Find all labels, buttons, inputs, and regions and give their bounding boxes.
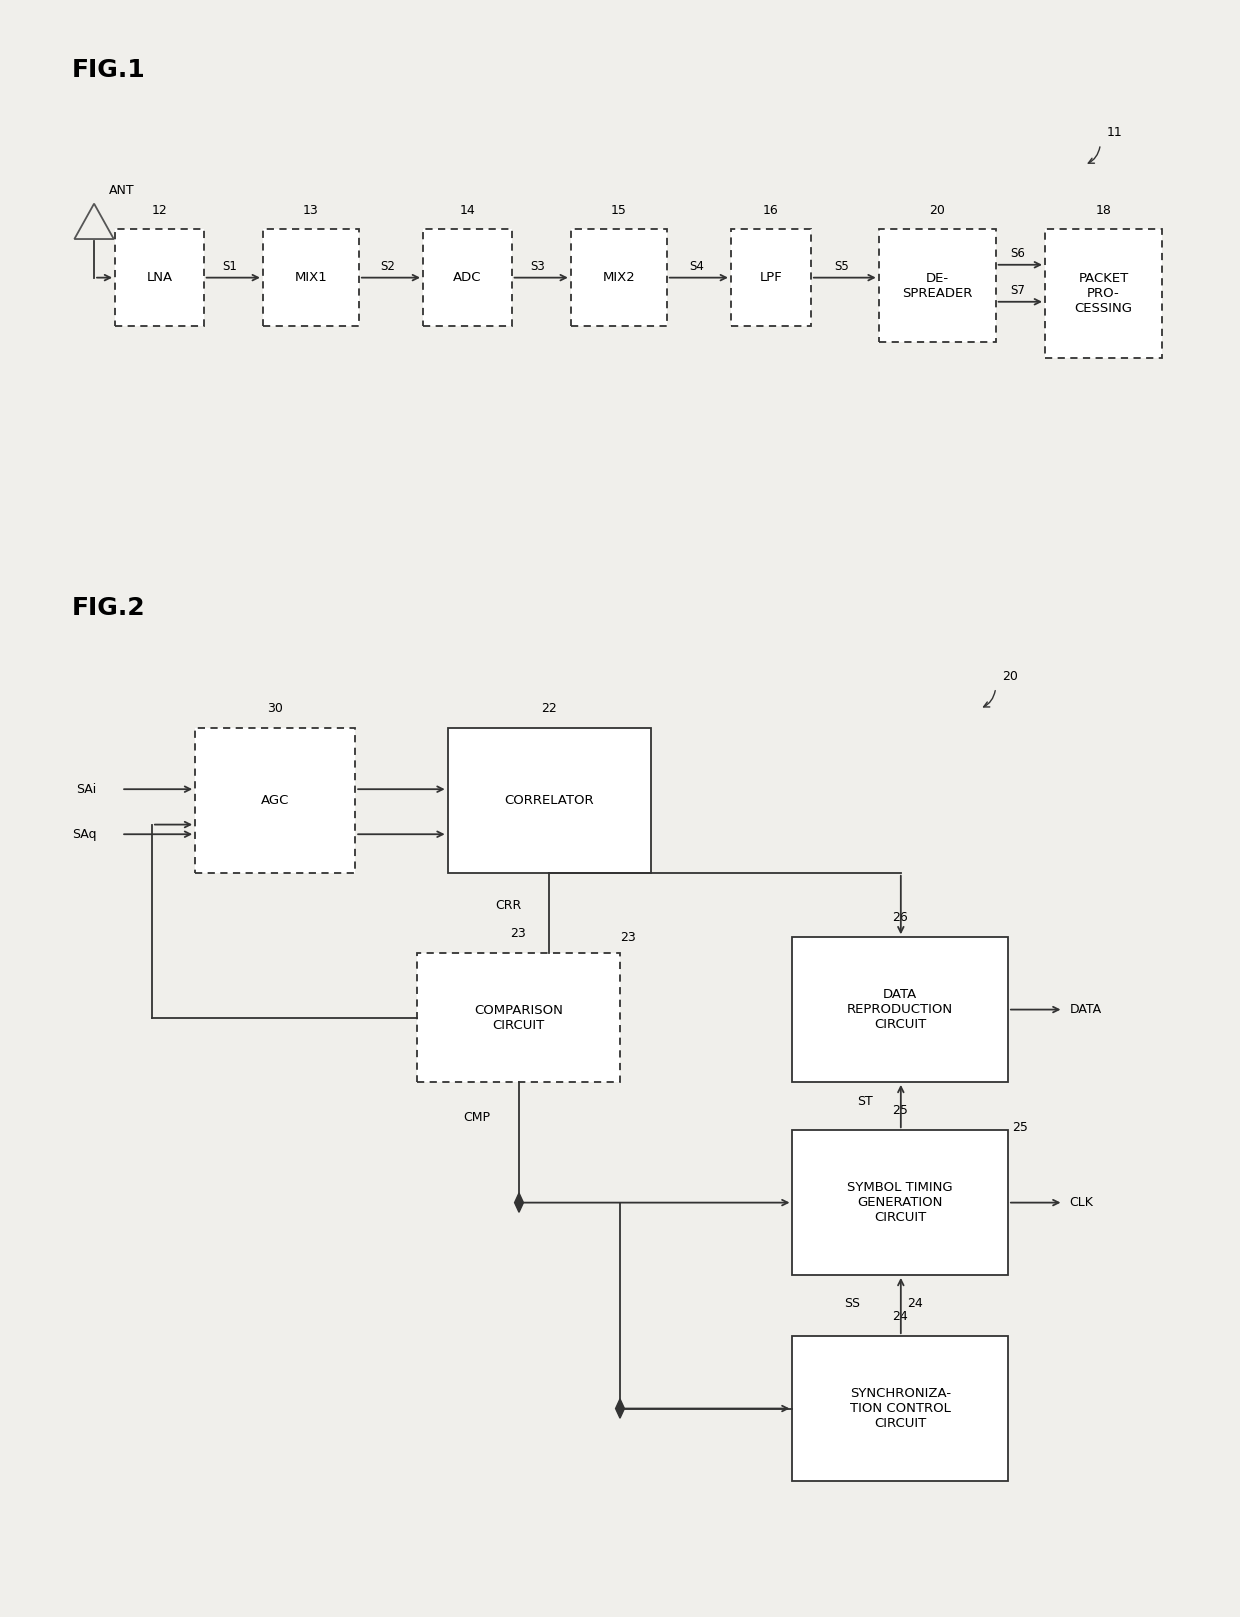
Text: CLK: CLK bbox=[1070, 1197, 1094, 1210]
Text: AGC: AGC bbox=[260, 794, 289, 807]
FancyBboxPatch shape bbox=[792, 1336, 1008, 1481]
Text: S2: S2 bbox=[379, 260, 394, 273]
Text: CRR: CRR bbox=[495, 899, 522, 912]
Text: CMP: CMP bbox=[464, 1111, 491, 1124]
Text: MIX2: MIX2 bbox=[603, 272, 635, 285]
Text: S3: S3 bbox=[531, 260, 544, 273]
Text: 11: 11 bbox=[1106, 126, 1122, 139]
FancyBboxPatch shape bbox=[448, 728, 651, 873]
Text: SAq: SAq bbox=[72, 828, 97, 841]
FancyBboxPatch shape bbox=[195, 728, 355, 873]
Text: SYNCHRONIZA-
TION CONTROL
CIRCUIT: SYNCHRONIZA- TION CONTROL CIRCUIT bbox=[849, 1387, 951, 1429]
Text: FIG.1: FIG.1 bbox=[72, 58, 145, 81]
FancyBboxPatch shape bbox=[730, 230, 811, 327]
Text: 16: 16 bbox=[763, 204, 779, 217]
Text: S5: S5 bbox=[835, 260, 849, 273]
Text: 14: 14 bbox=[459, 204, 475, 217]
Text: 23: 23 bbox=[620, 931, 636, 944]
Text: SS: SS bbox=[844, 1297, 861, 1310]
Text: SYMBOL TIMING
GENERATION
CIRCUIT: SYMBOL TIMING GENERATION CIRCUIT bbox=[847, 1180, 954, 1224]
Polygon shape bbox=[515, 1193, 523, 1213]
Text: 15: 15 bbox=[611, 204, 626, 217]
Text: LNA: LNA bbox=[146, 272, 172, 285]
FancyBboxPatch shape bbox=[792, 938, 1008, 1082]
Text: PACKET
PRO-
CESSING: PACKET PRO- CESSING bbox=[1074, 272, 1132, 315]
Text: 24: 24 bbox=[906, 1297, 923, 1310]
Text: S4: S4 bbox=[689, 260, 704, 273]
Text: DE-
SPREADER: DE- SPREADER bbox=[901, 272, 972, 299]
Text: ANT: ANT bbox=[109, 184, 134, 197]
Text: DATA
REPRODUCTION
CIRCUIT: DATA REPRODUCTION CIRCUIT bbox=[847, 988, 954, 1032]
FancyBboxPatch shape bbox=[879, 230, 996, 341]
Text: 23: 23 bbox=[511, 928, 526, 941]
Polygon shape bbox=[615, 1399, 625, 1418]
Text: 22: 22 bbox=[542, 702, 557, 715]
Text: 26: 26 bbox=[893, 912, 908, 925]
Text: CORRELATOR: CORRELATOR bbox=[505, 794, 594, 807]
Text: ADC: ADC bbox=[453, 272, 481, 285]
FancyBboxPatch shape bbox=[570, 230, 667, 327]
Text: LPF: LPF bbox=[760, 272, 782, 285]
Text: 24: 24 bbox=[893, 1310, 908, 1323]
Text: 20: 20 bbox=[1002, 669, 1018, 682]
Text: ST: ST bbox=[857, 1095, 873, 1108]
Text: MIX1: MIX1 bbox=[294, 272, 327, 285]
Text: 30: 30 bbox=[267, 702, 283, 715]
Text: 18: 18 bbox=[1095, 204, 1111, 217]
Text: DATA: DATA bbox=[1070, 1003, 1101, 1015]
Text: 25: 25 bbox=[893, 1104, 908, 1117]
Text: 13: 13 bbox=[303, 204, 319, 217]
Text: 12: 12 bbox=[151, 204, 167, 217]
Text: COMPARISON
CIRCUIT: COMPARISON CIRCUIT bbox=[474, 1004, 563, 1032]
Text: 25: 25 bbox=[1012, 1121, 1028, 1134]
FancyBboxPatch shape bbox=[263, 230, 358, 327]
Text: FIG.2: FIG.2 bbox=[72, 597, 145, 621]
FancyBboxPatch shape bbox=[792, 1130, 1008, 1276]
Text: S7: S7 bbox=[1011, 285, 1025, 298]
Text: S1: S1 bbox=[222, 260, 237, 273]
FancyBboxPatch shape bbox=[417, 954, 620, 1082]
FancyBboxPatch shape bbox=[1045, 230, 1162, 357]
Text: SAi: SAi bbox=[77, 783, 97, 796]
Text: 20: 20 bbox=[929, 204, 945, 217]
Text: S6: S6 bbox=[1011, 247, 1025, 260]
FancyBboxPatch shape bbox=[115, 230, 203, 327]
FancyBboxPatch shape bbox=[423, 230, 512, 327]
